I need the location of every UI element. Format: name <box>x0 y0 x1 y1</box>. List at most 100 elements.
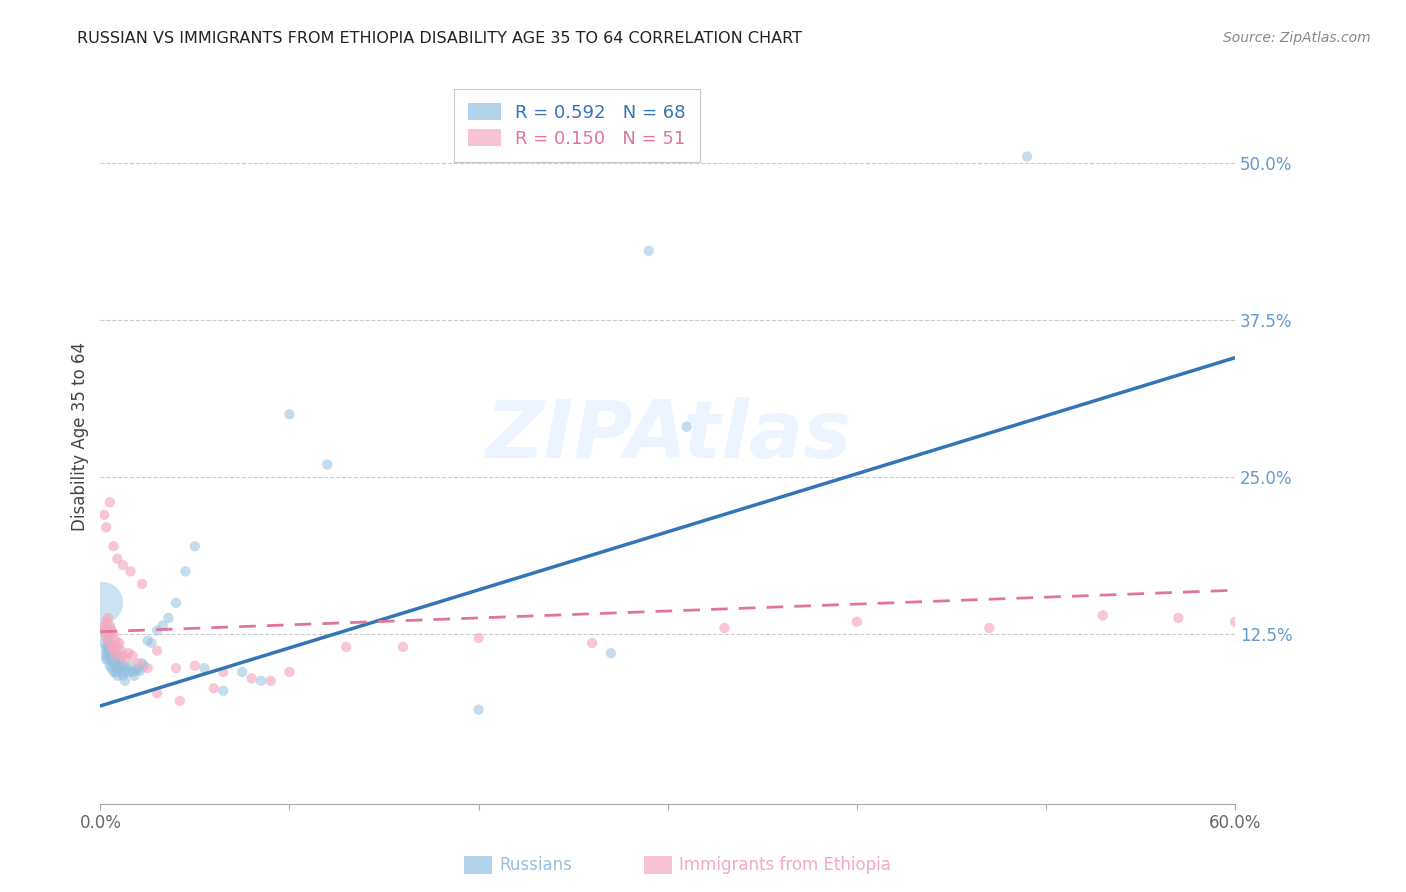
Point <box>97 640 120 654</box>
Point <box>104 656 127 670</box>
Point <box>94 640 117 654</box>
Point <box>1223 615 1246 629</box>
Point <box>93 636 115 650</box>
Point <box>103 643 125 657</box>
Point <box>184 658 207 673</box>
Point <box>146 686 169 700</box>
Point <box>127 661 149 675</box>
Point <box>845 615 868 629</box>
Point <box>98 495 121 509</box>
Point <box>97 646 120 660</box>
Point <box>121 665 143 679</box>
Point <box>979 621 1001 635</box>
Point <box>129 664 152 678</box>
Bar <box>464 856 492 874</box>
Point <box>146 643 169 657</box>
Point <box>165 596 187 610</box>
Point <box>131 577 153 591</box>
Point <box>98 618 121 632</box>
Point <box>103 539 125 553</box>
Point <box>93 508 115 522</box>
Point <box>114 673 136 688</box>
Point <box>240 671 263 685</box>
Point <box>97 627 120 641</box>
Point <box>98 640 121 654</box>
Point <box>97 652 120 666</box>
Point <box>136 633 159 648</box>
Point <box>108 661 131 675</box>
Point <box>103 656 125 670</box>
Point <box>146 624 169 638</box>
Point <box>93 624 115 638</box>
Point <box>1167 611 1189 625</box>
Point <box>97 611 120 625</box>
Point <box>105 669 128 683</box>
Point <box>94 615 117 629</box>
Point <box>110 665 132 679</box>
Point <box>104 646 127 660</box>
Point <box>94 643 117 657</box>
Point <box>103 648 125 663</box>
Point <box>467 703 489 717</box>
Point <box>212 683 235 698</box>
Point <box>1015 149 1038 163</box>
Point <box>100 643 122 657</box>
Point <box>114 652 136 666</box>
Point <box>94 652 117 666</box>
Point <box>250 673 273 688</box>
Point <box>97 633 120 648</box>
Text: RUSSIAN VS IMMIGRANTS FROM ETHIOPIA DISABILITY AGE 35 TO 64 CORRELATION CHART: RUSSIAN VS IMMIGRANTS FROM ETHIOPIA DISA… <box>77 31 803 46</box>
Point <box>91 621 114 635</box>
Point <box>165 661 187 675</box>
Point <box>136 661 159 675</box>
Bar <box>644 856 672 874</box>
Point <box>713 621 735 635</box>
Point <box>91 596 114 610</box>
Point <box>105 658 128 673</box>
Point <box>98 648 121 663</box>
Point <box>114 665 136 679</box>
Text: Source: ZipAtlas.com: Source: ZipAtlas.com <box>1223 31 1371 45</box>
Point <box>637 244 659 258</box>
Point <box>131 656 153 670</box>
Point <box>193 661 215 675</box>
Point <box>157 611 180 625</box>
Point <box>103 665 125 679</box>
Point <box>104 665 127 679</box>
Point <box>105 551 128 566</box>
Point <box>1091 608 1114 623</box>
Point <box>112 648 135 663</box>
Point <box>120 565 142 579</box>
Point <box>110 643 132 657</box>
Point <box>98 658 121 673</box>
Point <box>100 636 122 650</box>
Point <box>100 624 122 638</box>
Point <box>121 648 143 663</box>
Point <box>91 621 114 635</box>
Point <box>100 661 122 675</box>
Point <box>108 652 131 666</box>
Point <box>104 633 127 648</box>
Point <box>120 658 142 673</box>
Y-axis label: Disability Age 35 to 64: Disability Age 35 to 64 <box>72 342 89 531</box>
Point <box>115 661 138 675</box>
Text: ZIPAtlas: ZIPAtlas <box>485 397 851 475</box>
Point <box>581 636 603 650</box>
Text: Immigrants from Ethiopia: Immigrants from Ethiopia <box>679 856 891 874</box>
Point <box>335 640 357 654</box>
Point <box>108 636 131 650</box>
Point <box>98 636 121 650</box>
Point <box>231 665 253 679</box>
Point <box>103 627 125 641</box>
Point <box>105 648 128 663</box>
Point <box>118 646 141 660</box>
Point <box>125 664 148 678</box>
Point <box>94 648 117 663</box>
Point <box>100 652 122 666</box>
Point <box>118 665 141 679</box>
Point <box>278 665 301 679</box>
Point <box>600 646 623 660</box>
Point <box>105 640 128 654</box>
Point <box>124 669 146 683</box>
Point <box>316 458 339 472</box>
